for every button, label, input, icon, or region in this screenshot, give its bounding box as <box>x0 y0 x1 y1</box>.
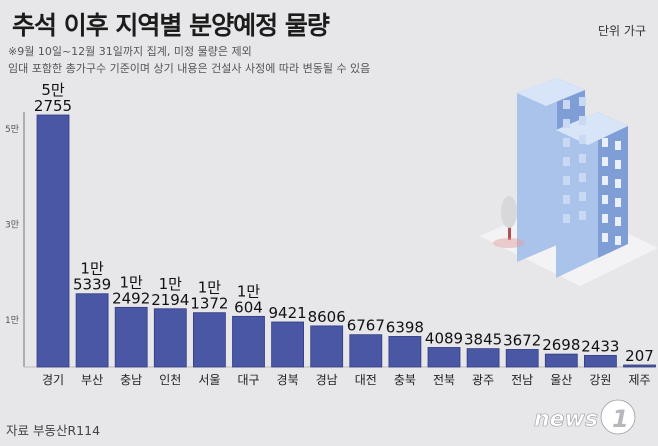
source-label: 자료 부동산R114 <box>6 423 101 438</box>
value-label: 1만 <box>120 273 144 291</box>
unit-label: 단위 가구 <box>598 24 646 38</box>
value-label: 1372 <box>190 295 228 313</box>
value-label: 1만 <box>237 282 261 300</box>
bar-강원 <box>584 354 617 368</box>
bars <box>36 114 656 368</box>
category-label: 전남 <box>511 373 533 387</box>
value-label: 4089 <box>425 329 463 347</box>
category-label: 대전 <box>355 373 377 387</box>
y-tick-label: 1만 <box>5 315 19 326</box>
value-label: 8606 <box>308 308 346 326</box>
value-label: 6767 <box>347 317 385 335</box>
y-tick-label: 3만 <box>5 220 19 231</box>
bar-인천 <box>153 308 187 368</box>
category-label: 광주 <box>472 373 494 387</box>
bar-제주 <box>623 364 656 368</box>
value-label: 6398 <box>386 318 424 336</box>
value-label: 9421 <box>269 304 307 322</box>
category-label: 서울 <box>198 373 220 387</box>
value-label: 2194 <box>151 291 189 309</box>
svg-text:news: news <box>534 407 598 432</box>
bar-충남 <box>114 306 148 368</box>
value-label: 5339 <box>73 276 111 294</box>
y-tick-label: 5만 <box>5 124 19 135</box>
bar-경북 <box>271 321 305 368</box>
bar-전남 <box>505 349 539 368</box>
chart-title: 추석 이후 지역별 분양예정 물량 <box>12 11 330 40</box>
bar-서울 <box>192 312 226 368</box>
category-label: 울산 <box>550 373 572 387</box>
value-label: 1만 <box>198 279 222 297</box>
svg-text:1: 1 <box>612 405 629 433</box>
bar-대구 <box>232 315 265 368</box>
bar-대전 <box>349 334 383 368</box>
bar-울산 <box>544 353 578 368</box>
news1-logo: news 1 <box>534 399 636 435</box>
bar-경남 <box>310 325 344 368</box>
category-label: 제주 <box>628 373 650 387</box>
category-label: 인천 <box>159 372 181 387</box>
category-label: 경남 <box>316 373 338 387</box>
value-label: 2433 <box>581 337 619 355</box>
bar-광주 <box>466 348 500 368</box>
bar-전북 <box>427 347 461 368</box>
value-label: 2492 <box>112 289 150 307</box>
value-label: 207 <box>625 347 654 365</box>
bar-충북 <box>388 336 422 368</box>
value-label: 604 <box>234 298 263 316</box>
value-label: 2698 <box>542 336 580 354</box>
category-label: 충남 <box>120 373 142 387</box>
category-label: 경북 <box>277 373 299 387</box>
category-labels: 경기 부산 충남 인천 서울 대구 경북 경남 대전 충북 전북 광주 전남 울산 강원 제주 <box>42 372 651 387</box>
value-label: 5만 <box>41 81 65 99</box>
value-label: 3672 <box>503 331 541 349</box>
category-label: 충북 <box>394 373 416 387</box>
value-label: 1만 <box>159 275 183 293</box>
value-label: 3845 <box>464 331 502 349</box>
bar-부산 <box>75 293 109 368</box>
value-label: 2755 <box>34 97 72 115</box>
category-label: 강원 <box>589 373 611 387</box>
bar-경기 <box>36 114 70 368</box>
value-label: 1만 <box>80 260 104 278</box>
note-line-1: ※9월 10일~12월 31일까지 집계, 미정 물량은 제외 <box>8 45 252 58</box>
category-label: 전북 <box>433 373 455 387</box>
building-illustration <box>480 78 658 286</box>
note-line-2: 임대 포함한 총가구수 기준이며 상기 내용은 건설사 사정에 따라 변동될 수… <box>8 62 371 75</box>
category-label: 대구 <box>237 373 259 387</box>
category-label: 경기 <box>42 373 64 387</box>
category-label: 부산 <box>81 373 103 387</box>
